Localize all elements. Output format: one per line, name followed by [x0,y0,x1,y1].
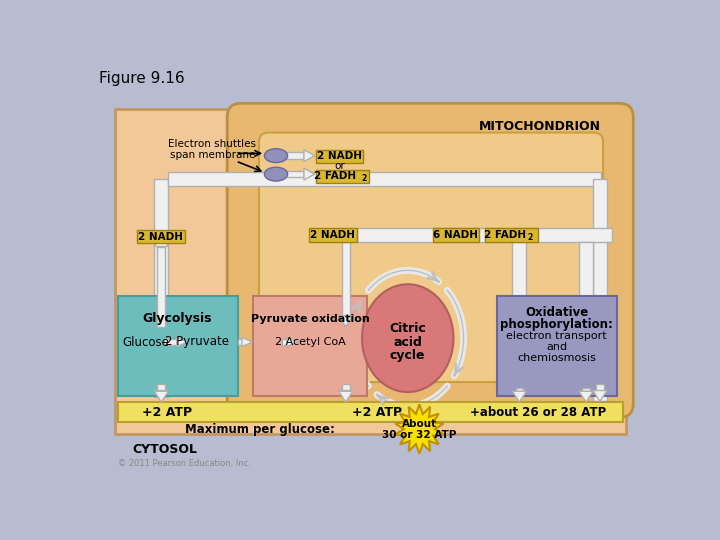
Bar [579,242,593,334]
FancyBboxPatch shape [228,103,634,417]
Bar [158,247,165,327]
Polygon shape [154,236,168,247]
Text: phosphorylation:: phosphorylation: [500,318,613,331]
Text: Oxidative: Oxidative [525,306,588,319]
Text: CYTOSOL: CYTOSOL [132,443,197,456]
Ellipse shape [264,148,287,163]
Bar [158,392,165,394]
Ellipse shape [264,167,287,181]
Text: 2 NADH: 2 NADH [310,230,355,240]
Text: or: or [334,161,345,171]
Polygon shape [579,392,593,402]
Polygon shape [513,392,526,402]
Bar [513,242,526,334]
Text: Citric: Citric [390,322,426,335]
Bar [342,384,350,390]
Bar [284,171,304,177]
Text: and: and [546,342,567,352]
Text: +2 ATP: +2 ATP [143,406,192,419]
Text: 2 Acetyl CoA: 2 Acetyl CoA [275,337,346,347]
Polygon shape [154,392,168,402]
Text: 2 NADH: 2 NADH [317,151,362,161]
Bar [309,228,356,242]
Bar [342,242,350,316]
Bar [284,152,304,159]
Bar [282,340,287,345]
Text: 6 NADH: 6 NADH [433,230,478,240]
Text: 2 FADH: 2 FADH [314,172,356,181]
Polygon shape [395,404,444,454]
Text: © 2011 Pearson Education, Inc.: © 2011 Pearson Education, Inc. [118,459,251,468]
Text: 30 or 32 ATP: 30 or 32 ATP [382,430,456,440]
Bar [596,384,604,390]
Text: Glucose: Glucose [122,335,169,348]
Text: Maximum per glucose:: Maximum per glucose: [185,422,335,436]
Text: Pyruvate oxidation: Pyruvate oxidation [251,314,369,324]
Bar [593,179,607,401]
Text: +2 ATP: +2 ATP [351,406,402,419]
Bar [342,392,350,394]
Bar [154,179,168,397]
Bar [433,228,479,242]
Bar [253,296,367,396]
Text: MITOCHONDRION: MITOCHONDRION [479,120,600,133]
Polygon shape [339,316,353,327]
Text: Glycolysis: Glycolysis [143,313,212,326]
Bar [582,388,590,392]
Bar [497,296,617,396]
Bar [137,230,184,244]
Polygon shape [339,390,353,401]
Bar [158,384,165,390]
Polygon shape [339,392,353,402]
Polygon shape [304,168,315,180]
Bar [114,110,626,434]
Bar [356,228,612,242]
Text: About: About [402,420,437,429]
Bar [118,296,238,396]
FancyBboxPatch shape [259,132,603,382]
Text: 2 NADH: 2 NADH [138,232,183,241]
Bar [516,388,523,392]
Text: acid: acid [393,335,422,348]
Polygon shape [304,150,315,161]
Text: Electron shuttles
span membrane: Electron shuttles span membrane [168,139,256,160]
Bar [316,150,363,164]
Text: 2 FADH: 2 FADH [484,230,526,240]
Text: electron transport: electron transport [506,331,607,341]
Bar [316,170,369,184]
Text: cycle: cycle [390,349,426,362]
Polygon shape [287,338,297,347]
Text: 2 Pyruvate: 2 Pyruvate [165,335,229,348]
Ellipse shape [362,284,454,392]
Bar [168,172,600,186]
Text: chemiosmosis: chemiosmosis [517,353,596,363]
Polygon shape [242,338,253,347]
Text: 2: 2 [361,174,366,183]
Polygon shape [177,338,188,347]
Text: Figure 9.16: Figure 9.16 [99,71,185,86]
Polygon shape [593,390,607,401]
Bar [238,340,242,345]
Bar [164,340,177,345]
Polygon shape [154,390,168,401]
Bar [118,402,624,422]
Bar [485,228,538,242]
Text: +about 26 or 28 ATP: +about 26 or 28 ATP [470,406,606,419]
Text: 2: 2 [528,233,533,242]
